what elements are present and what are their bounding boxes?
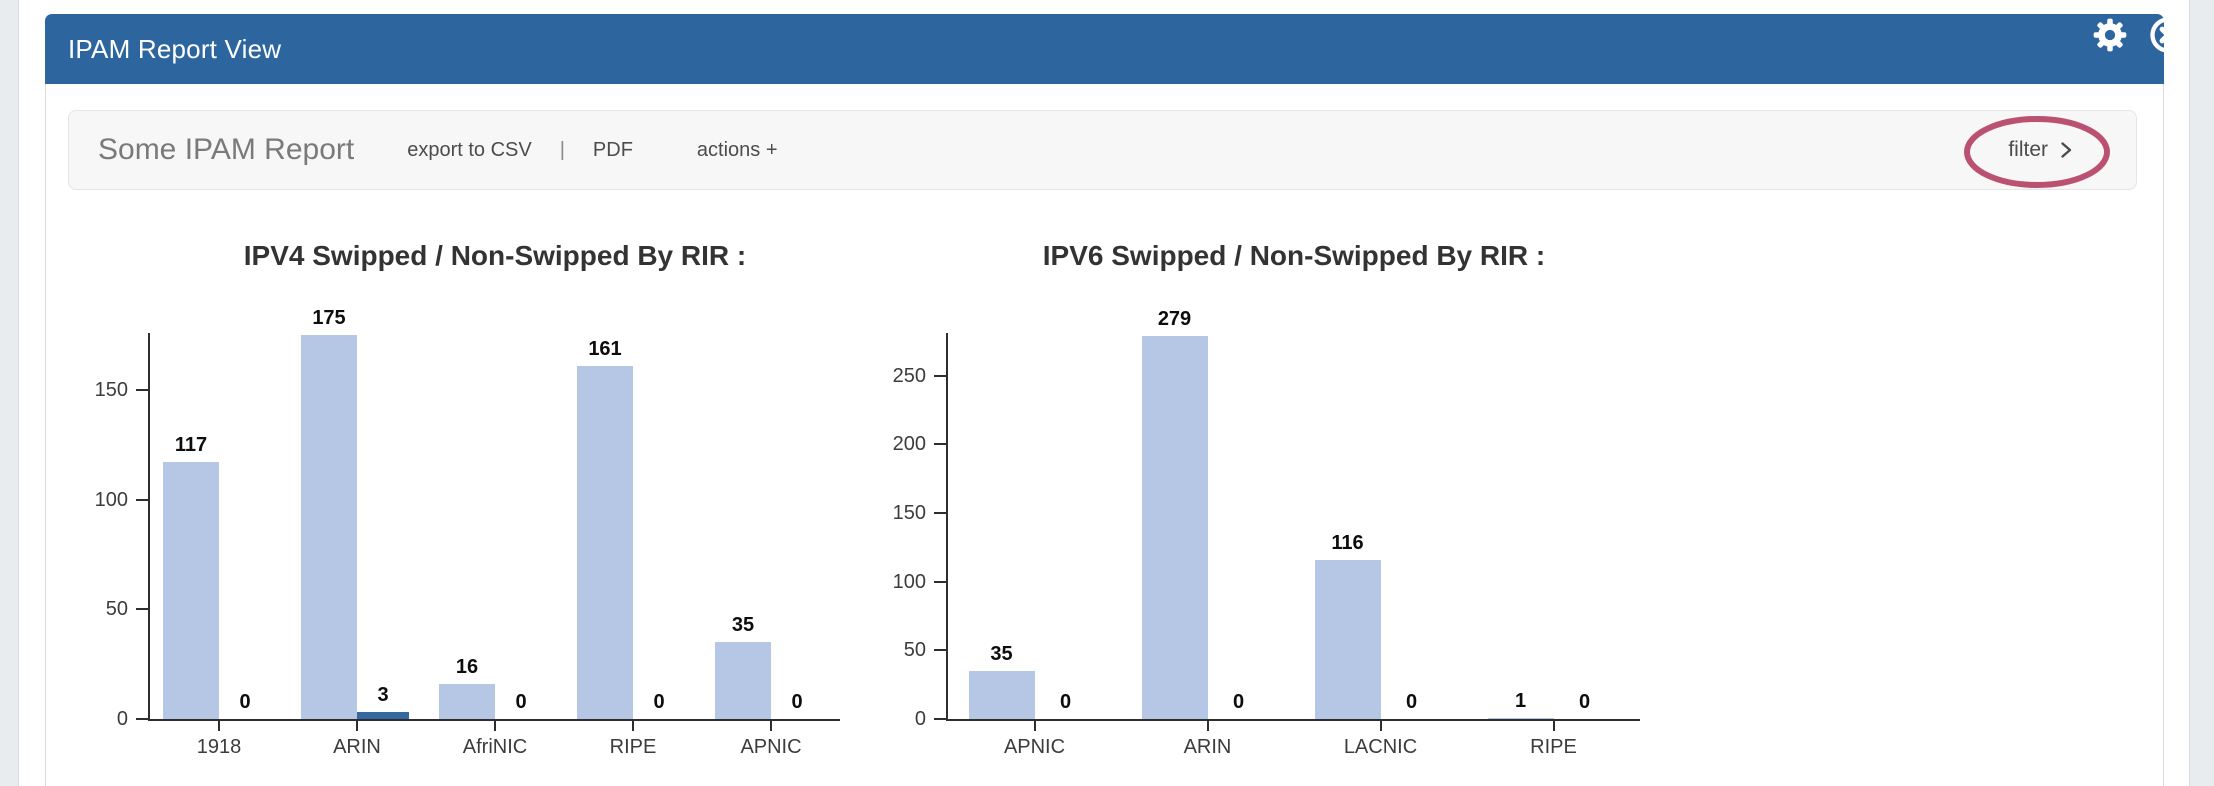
page-title: IPAM Report View (68, 33, 282, 64)
y-tick-label: 0 (914, 708, 926, 730)
value-label: 0 (239, 691, 251, 713)
x-tick-mark (1206, 721, 1209, 731)
bar (715, 642, 771, 719)
x-category-label: APNIC (1003, 736, 1066, 758)
x-tick-mark (494, 721, 496, 731)
y-tick-label: 250 (892, 364, 926, 387)
x-category-label: ARIN (1183, 736, 1232, 758)
bar (1314, 560, 1381, 719)
y-tick-mark (934, 443, 946, 446)
x-tick-mark (356, 721, 358, 731)
y-tick-mark (934, 374, 946, 377)
value-label: 16 (455, 656, 479, 678)
bar (1141, 336, 1208, 719)
bar (357, 712, 409, 719)
value-label: 117 (174, 434, 208, 456)
value-label: 0 (1059, 691, 1072, 713)
x-tick-mark (632, 721, 634, 731)
y-tick-mark (934, 580, 946, 583)
y-axis-line (946, 333, 948, 719)
bar (301, 335, 357, 719)
x-category-label: ARIN (333, 736, 381, 758)
y-tick-label: 200 (892, 433, 926, 456)
header-icons (2090, 0, 2188, 70)
x-tick-mark (1552, 721, 1555, 731)
y-axis-line (148, 333, 150, 719)
export-csv-button[interactable]: export to CSV (407, 138, 532, 161)
x-category-label: 1918 (196, 736, 242, 758)
y-tick-mark (136, 608, 148, 611)
value-label: 161 (588, 338, 622, 360)
y-tick-label: 50 (903, 639, 926, 662)
report-title: Some IPAM Report (98, 133, 355, 166)
x-category-label: APNIC (740, 736, 802, 758)
value-label: 35 (990, 643, 1013, 665)
y-tick-mark (934, 718, 946, 720)
value-label: 279 (1157, 308, 1192, 330)
value-label: 0 (653, 691, 665, 713)
value-label: 0 (1232, 691, 1245, 713)
x-category-label: LACNIC (1343, 736, 1418, 758)
y-tick-label: 100 (892, 570, 926, 593)
filter-label: filter (2008, 138, 2048, 161)
x-category-label: RIPE (1530, 736, 1577, 758)
x-tick-mark (1379, 721, 1382, 731)
value-label: 0 (791, 691, 803, 713)
gear-icon[interactable] (2090, 15, 2130, 55)
export-pdf-button[interactable]: PDF (592, 138, 633, 161)
x-tick-mark (770, 721, 772, 731)
toolbar-separator: | (559, 138, 565, 161)
y-tick-mark (136, 718, 148, 720)
value-label: 1 (1514, 690, 1527, 712)
chevron-right-icon (2058, 139, 2074, 161)
ipv4-chart-title: IPV4 Swipped / Non-Swipped By RIR : (243, 240, 747, 271)
x-tick-mark (1033, 721, 1036, 731)
close-icon[interactable] (2148, 15, 2188, 55)
ipv6-chart-title: IPV6 Swipped / Non-Swipped By RIR : (1042, 240, 1546, 271)
y-tick-mark (934, 511, 946, 514)
x-tick-mark (218, 721, 220, 731)
bar (163, 462, 219, 719)
y-tick-label: 100 (94, 488, 128, 511)
y-tick-mark (136, 498, 148, 501)
value-label: 116 (1331, 532, 1364, 554)
bar (1487, 718, 1554, 719)
ipv6-rir-chart: IPV6 Swipped / Non-Swipped By RIR : 0 50 1… (860, 236, 1680, 781)
bar (577, 366, 633, 719)
value-label: 35 (731, 614, 755, 636)
y-tick-label: 0 (116, 708, 128, 730)
value-label: 3 (377, 684, 389, 706)
x-category-label: RIPE (609, 736, 657, 758)
panel-header: IPAM Report View (45, 14, 2164, 84)
x-axis-line (946, 719, 1640, 721)
y-tick-label: 150 (94, 379, 128, 402)
x-axis-line (148, 719, 840, 721)
y-tick-mark (934, 649, 946, 652)
filter-button[interactable]: filter (2008, 111, 2074, 189)
y-tick-label: 150 (892, 501, 926, 524)
y-tick-label: 50 (105, 598, 128, 621)
value-label: 0 (1405, 691, 1418, 713)
bar (439, 684, 495, 719)
report-toolbar: Some IPAM Report export to CSV | PDF act… (68, 110, 2137, 190)
value-label: 0 (1578, 691, 1591, 713)
ipv4-rir-chart: IPV4 Swipped / Non-Swipped By RIR : 0 50 1… (60, 236, 880, 781)
bar (968, 671, 1035, 719)
actions-menu-button[interactable]: actions + (696, 138, 778, 161)
x-category-label: AfriNIC (462, 736, 528, 758)
y-tick-mark (136, 389, 148, 392)
value-label: 175 (312, 307, 346, 329)
value-label: 0 (515, 691, 527, 713)
